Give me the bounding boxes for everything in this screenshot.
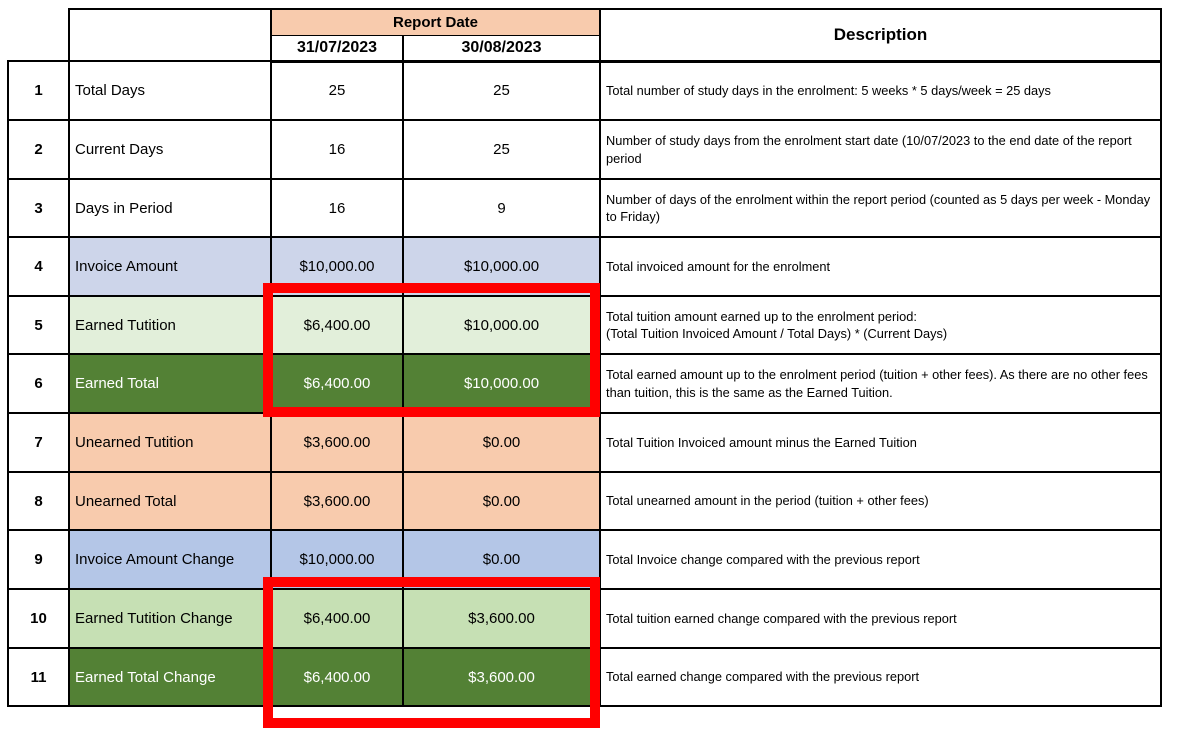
table-row-5: 5 Earned Tutition $6,400.00 $10,000.00 T…: [7, 295, 1163, 355]
label-column-header-empty[interactable]: [68, 8, 272, 62]
row-description-cell[interactable]: Total Invoice change compared with the p…: [599, 529, 1163, 590]
row-number-cell[interactable]: 10: [7, 588, 70, 649]
corner-empty-cell: [8, 9, 69, 61]
value-cell-report-2[interactable]: $0.00: [401, 412, 602, 473]
row-description-cell[interactable]: Number of study days from the enrolment …: [599, 119, 1163, 180]
value-cell-report-1[interactable]: $6,400.00: [270, 353, 404, 414]
value-cell-report-2[interactable]: 9: [401, 178, 602, 238]
header-row-2: 31/07/2023 30/08/2023: [8, 34, 1161, 63]
value-cell-report-1[interactable]: 16: [270, 119, 404, 180]
table-head: Report Date Description 31/07/2023 30/08…: [8, 8, 1163, 63]
row-label-cell[interactable]: Invoice Amount: [68, 236, 272, 297]
table-row-11: 11 Earned Total Change $6,400.00 $3,600.…: [7, 647, 1163, 707]
row-description-cell[interactable]: Number of days of the enrolment within t…: [599, 178, 1163, 238]
row-description-cell[interactable]: Total number of study days in the enrolm…: [599, 60, 1163, 121]
row-description-cell[interactable]: Total Tuition Invoiced amount minus the …: [599, 412, 1163, 473]
row-label-cell[interactable]: Unearned Total: [68, 471, 272, 531]
value-cell-report-1[interactable]: $6,400.00: [270, 295, 404, 355]
value-cell-report-2[interactable]: $10,000.00: [401, 295, 602, 355]
row-number-cell[interactable]: 1: [7, 60, 70, 121]
row-number-cell[interactable]: 11: [7, 647, 70, 707]
row-number-cell[interactable]: 4: [7, 236, 70, 297]
table-row-3: 3 Days in Period 16 9 Number of days of …: [7, 178, 1163, 238]
value-cell-report-2[interactable]: $10,000.00: [401, 353, 602, 414]
row-number-cell[interactable]: 7: [7, 412, 70, 473]
row-description-cell[interactable]: Total tuition earned change compared wit…: [599, 588, 1163, 649]
row-description-cell[interactable]: Total invoiced amount for the enrolment: [599, 236, 1163, 297]
row-label-cell[interactable]: Earned Tutition Change: [68, 588, 272, 649]
row-number-cell[interactable]: 2: [7, 119, 70, 180]
report-date-2-cell[interactable]: 30/08/2023: [401, 34, 602, 63]
row-description-cell[interactable]: Total earned change compared with the pr…: [599, 647, 1163, 707]
row-label-cell[interactable]: Invoice Amount Change: [68, 529, 272, 590]
value-cell-report-1[interactable]: $6,400.00: [270, 647, 404, 707]
row-label-cell[interactable]: Unearned Tutition: [68, 412, 272, 473]
table-row-7: 7 Unearned Tutition $3,600.00 $0.00 Tota…: [7, 412, 1163, 473]
table-row-1: 1 Total Days 25 25 Total number of study…: [7, 60, 1163, 121]
row-label-cell[interactable]: Earned Tutition: [68, 295, 272, 355]
table-row-6: 6 Earned Total $6,400.00 $10,000.00 Tota…: [7, 353, 1163, 414]
value-cell-report-1[interactable]: $6,400.00: [270, 588, 404, 649]
row-label-cell[interactable]: Days in Period: [68, 178, 272, 238]
value-cell-report-1[interactable]: $3,600.00: [270, 412, 404, 473]
value-cell-report-2[interactable]: $3,600.00: [401, 588, 602, 649]
row-label-cell[interactable]: Earned Total: [68, 353, 272, 414]
row-description-cell[interactable]: Total tuition amount earned up to the en…: [599, 295, 1163, 355]
red-highlight-box-earned-change-rows: [263, 577, 600, 728]
row-number-cell[interactable]: 6: [7, 353, 70, 414]
report-date-header[interactable]: Report Date: [269, 8, 602, 36]
description-header[interactable]: Description: [599, 8, 1163, 63]
header-row-1: Report Date Description: [8, 8, 1163, 63]
row-number-cell[interactable]: 9: [7, 529, 70, 590]
value-cell-report-2[interactable]: $0.00: [401, 471, 602, 531]
row-label-cell[interactable]: Earned Total Change: [68, 647, 272, 707]
value-cell-report-1[interactable]: $3,600.00: [270, 471, 404, 531]
row-description-cell[interactable]: Total unearned amount in the period (tui…: [599, 471, 1163, 531]
table-row-2: 2 Current Days 16 25 Number of study day…: [7, 119, 1163, 180]
table-row-8: 8 Unearned Total $3,600.00 $0.00 Total u…: [7, 471, 1163, 531]
row-number-cell[interactable]: 3: [7, 178, 70, 238]
row-description-cell[interactable]: Total earned amount up to the enrolment …: [599, 353, 1163, 414]
value-cell-report-2[interactable]: $3,600.00: [401, 647, 602, 707]
row-number-cell[interactable]: 5: [7, 295, 70, 355]
red-highlight-box-earned-rows: [263, 283, 600, 417]
row-label-cell[interactable]: Current Days: [68, 119, 272, 180]
value-cell-report-2[interactable]: 25: [401, 119, 602, 180]
report-date-1-cell[interactable]: 31/07/2023: [270, 34, 404, 63]
row-label-cell[interactable]: Total Days: [68, 60, 272, 121]
value-cell-report-1[interactable]: 16: [270, 178, 404, 238]
row-number-cell[interactable]: 8: [7, 471, 70, 531]
value-cell-report-1[interactable]: 25: [270, 60, 404, 121]
value-cell-report-2[interactable]: 25: [401, 60, 602, 121]
table-row-10: 10 Earned Tutition Change $6,400.00 $3,6…: [7, 588, 1163, 649]
table-row-9: 9 Invoice Amount Change $10,000.00 $0.00…: [7, 529, 1163, 590]
